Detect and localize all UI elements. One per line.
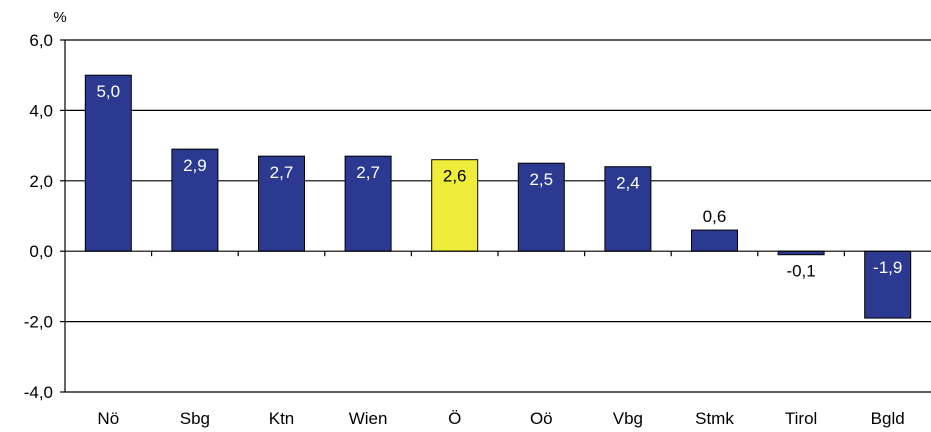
y-tick-label: 2,0: [29, 172, 53, 191]
x-category-label: Bgld: [871, 409, 905, 428]
data-label: 0,6: [703, 207, 727, 226]
bar-Vbg: [604, 166, 652, 252]
data-label: 2,9: [183, 156, 207, 175]
bar-Ö: [431, 159, 479, 252]
axes: -4,0 -2,0 0,0 2,0 4,0 6,0 Nö Sbg Ktn Wien Ö Oö Vbg St…: [24, 31, 931, 428]
y-tick-label: 0,0: [29, 242, 53, 261]
x-category-label: Wien: [349, 409, 388, 428]
x-category-label: Stmk: [695, 409, 734, 428]
bar-Wien: [344, 155, 392, 252]
x-category-label: Tirol: [785, 409, 817, 428]
x-category-label: Nö: [97, 409, 119, 428]
y-axis-unit-label: %: [53, 9, 66, 26]
y-tick-label: -2,0: [24, 313, 53, 332]
data-label: 2,5: [529, 170, 553, 189]
bar-Nö: [84, 74, 132, 252]
bar-Oö: [517, 162, 565, 252]
y-tick-label: -4,0: [24, 383, 53, 402]
bar-Stmk: [691, 229, 738, 252]
x-category-label: Vbg: [613, 409, 643, 428]
y-tick-label: 4,0: [29, 101, 53, 120]
x-category-label: Oö: [530, 409, 553, 428]
y-tick-label: 6,0: [29, 31, 53, 50]
data-label: 2,7: [270, 163, 294, 182]
data-label: -0,1: [786, 262, 815, 281]
data-labels: 5,0 2,9 2,7 2,7 2,6 2,5 2,4 0,6 -0,1 -1,9: [96, 82, 902, 281]
data-label: -1,9: [873, 258, 902, 277]
data-label: 2,6: [443, 167, 467, 186]
x-category-label: Sbg: [180, 409, 210, 428]
data-label: 5,0: [96, 82, 120, 101]
bar-Sbg: [171, 148, 219, 252]
x-category-label: Ktn: [269, 409, 295, 428]
bars: [84, 74, 912, 319]
data-label: 2,7: [356, 163, 380, 182]
data-label: 2,4: [616, 174, 640, 193]
x-category-label: Ö: [448, 409, 461, 428]
